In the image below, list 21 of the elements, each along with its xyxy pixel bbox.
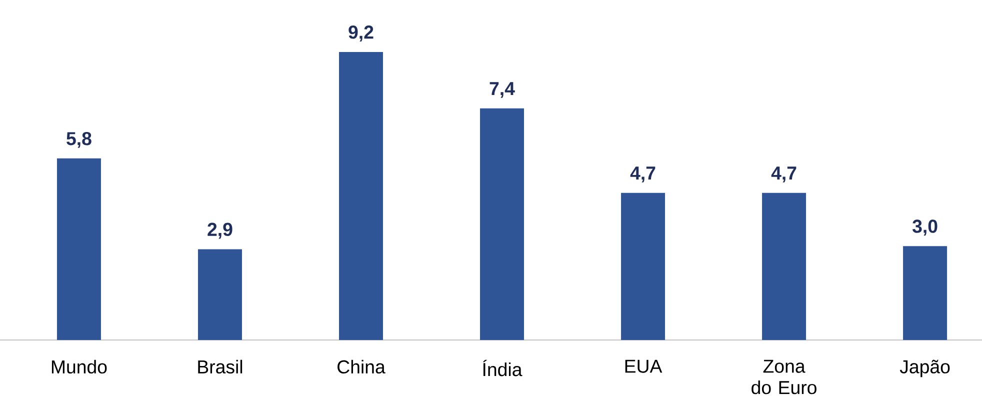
x-tick-label: China [338, 360, 386, 374]
x-tick-label: EUA [625, 360, 662, 373]
bar [621, 192, 666, 340]
bar [903, 246, 948, 340]
x-tick-label: Índia [483, 360, 522, 376]
bar [762, 192, 806, 340]
bar [480, 108, 524, 340]
x-tick-label: Zona do Euro [752, 360, 816, 394]
data-label: 9,2 [348, 26, 374, 42]
data-label: 5,8 [66, 132, 92, 148]
data-label: 2,9 [208, 222, 232, 239]
data-label: 4,7 [630, 166, 656, 182]
data-label: 4,7 [771, 166, 796, 182]
bar [198, 249, 242, 340]
bar [338, 52, 383, 340]
bar [56, 158, 101, 340]
x-tick-label: Brasil [198, 360, 242, 374]
x-tick-label: Mundo [52, 360, 107, 374]
data-label: 7,4 [490, 82, 515, 98]
x-tick-label: Japão [900, 360, 950, 378]
data-label: 3,0 [912, 220, 938, 236]
